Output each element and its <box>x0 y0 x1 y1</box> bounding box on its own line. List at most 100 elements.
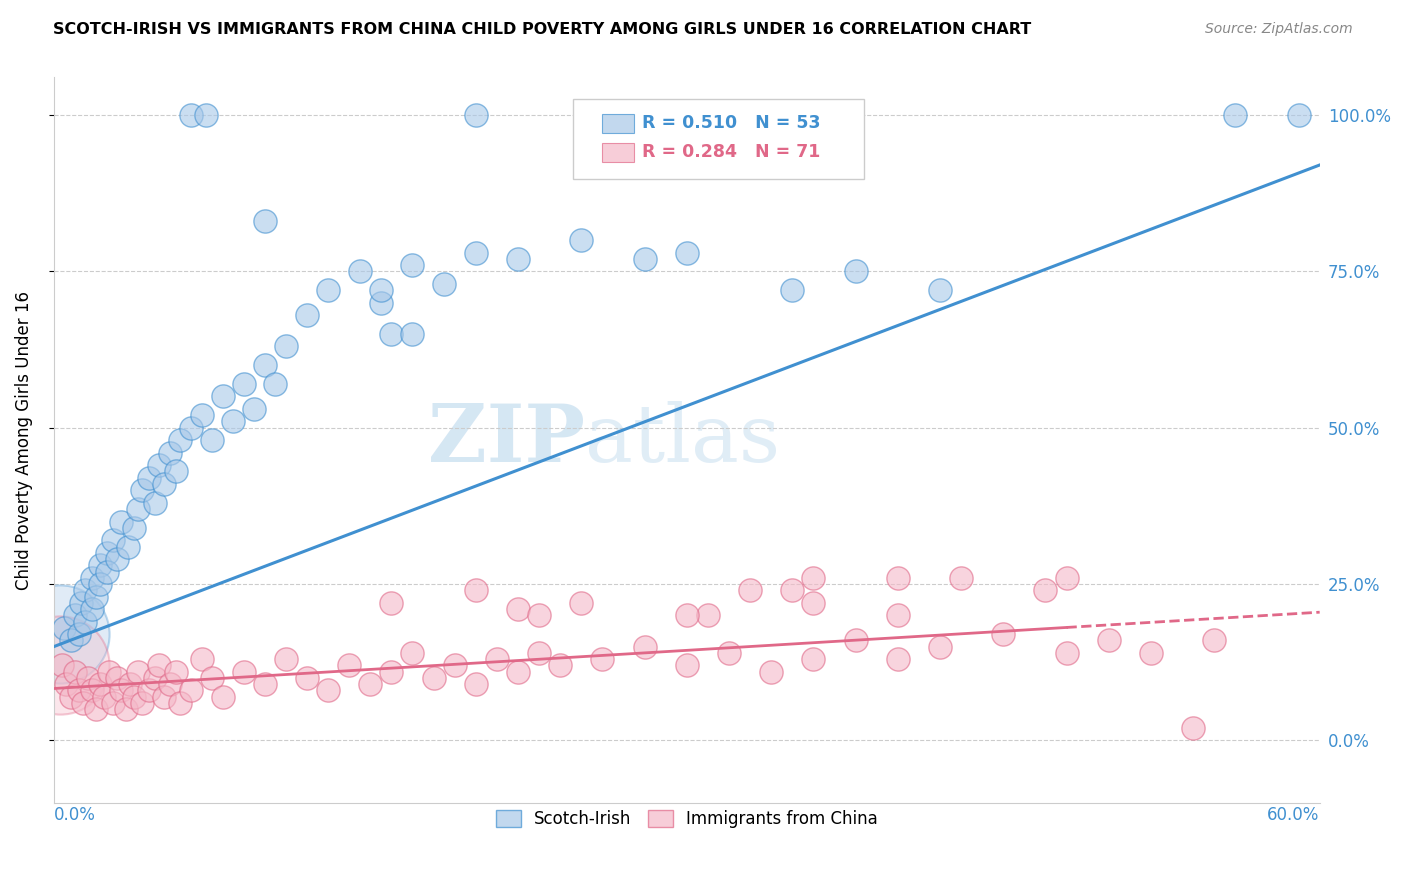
Point <box>401 258 423 272</box>
Text: SCOTCH-IRISH VS IMMIGRANTS FROM CHINA CHILD POVERTY AMONG GIRLS UNDER 16 CORRELA: SCOTCH-IRISH VS IMMIGRANTS FROM CHINA CH… <box>53 22 1032 37</box>
Point <box>993 627 1015 641</box>
Point <box>159 677 181 691</box>
FancyBboxPatch shape <box>572 99 863 179</box>
Point <box>738 583 761 598</box>
Point <box>63 608 86 623</box>
Point <box>127 665 149 679</box>
Point <box>316 683 339 698</box>
Point <box>148 658 170 673</box>
Point <box>190 408 212 422</box>
Point <box>485 652 508 666</box>
Point <box>633 640 655 654</box>
Point <box>316 283 339 297</box>
Point <box>165 665 187 679</box>
Point <box>780 283 803 297</box>
Point <box>844 264 866 278</box>
Point <box>243 401 266 416</box>
Point <box>527 646 550 660</box>
Point <box>89 677 111 691</box>
Point <box>67 627 90 641</box>
Point <box>1204 633 1226 648</box>
Point <box>886 571 908 585</box>
Point <box>1056 571 1078 585</box>
Point <box>675 245 697 260</box>
Point <box>180 420 202 434</box>
Point <box>380 326 402 341</box>
Point <box>264 376 287 391</box>
Point <box>211 389 233 403</box>
Point <box>122 690 145 704</box>
Point <box>63 665 86 679</box>
Point <box>337 658 360 673</box>
Point <box>211 690 233 704</box>
Point <box>464 677 486 691</box>
Point <box>117 540 139 554</box>
Point <box>67 683 90 698</box>
Point <box>801 652 824 666</box>
Point <box>274 339 297 353</box>
Point <box>929 640 952 654</box>
Legend: Scotch-Irish, Immigrants from China: Scotch-Irish, Immigrants from China <box>489 803 884 835</box>
Point <box>886 608 908 623</box>
Point <box>138 471 160 485</box>
Point <box>84 702 107 716</box>
Text: R = 0.284   N = 71: R = 0.284 N = 71 <box>643 144 821 161</box>
Point <box>295 671 318 685</box>
Point <box>110 515 132 529</box>
Point <box>433 277 456 291</box>
Point <box>194 108 217 122</box>
Point <box>148 458 170 473</box>
Point <box>76 671 98 685</box>
Point <box>295 308 318 322</box>
Point <box>717 646 740 660</box>
Bar <box>602 143 634 161</box>
Point <box>180 683 202 698</box>
Point <box>1225 108 1247 122</box>
Point <box>201 433 224 447</box>
Point <box>696 608 718 623</box>
Point <box>131 483 153 498</box>
Point <box>165 465 187 479</box>
Point <box>780 583 803 598</box>
Point <box>844 633 866 648</box>
Point <box>506 252 529 266</box>
Point <box>49 658 72 673</box>
Point <box>886 652 908 666</box>
Point <box>548 658 571 673</box>
Point <box>143 671 166 685</box>
Point <box>1182 721 1205 735</box>
Point <box>443 658 465 673</box>
Point <box>464 245 486 260</box>
Point <box>633 252 655 266</box>
Point <box>801 596 824 610</box>
Point <box>75 615 97 629</box>
Text: Source: ZipAtlas.com: Source: ZipAtlas.com <box>1205 22 1353 37</box>
Point <box>131 696 153 710</box>
Point <box>201 671 224 685</box>
Point <box>253 677 276 691</box>
Point <box>59 633 82 648</box>
Point <box>110 683 132 698</box>
Point <box>152 690 174 704</box>
Point <box>569 596 592 610</box>
Point <box>122 521 145 535</box>
Point <box>527 608 550 623</box>
Point <box>51 658 73 673</box>
Point <box>72 696 94 710</box>
Point <box>143 496 166 510</box>
Point <box>159 446 181 460</box>
Y-axis label: Child Poverty Among Girls Under 16: Child Poverty Among Girls Under 16 <box>15 291 32 590</box>
Point <box>80 602 103 616</box>
Bar <box>602 113 634 133</box>
Point <box>96 546 118 560</box>
Point <box>114 702 136 716</box>
Point <box>96 565 118 579</box>
Point <box>253 214 276 228</box>
Point <box>401 646 423 660</box>
Point <box>464 583 486 598</box>
Point <box>359 677 381 691</box>
Point <box>506 665 529 679</box>
Point <box>101 533 124 548</box>
Point <box>89 558 111 573</box>
Point <box>55 677 77 691</box>
